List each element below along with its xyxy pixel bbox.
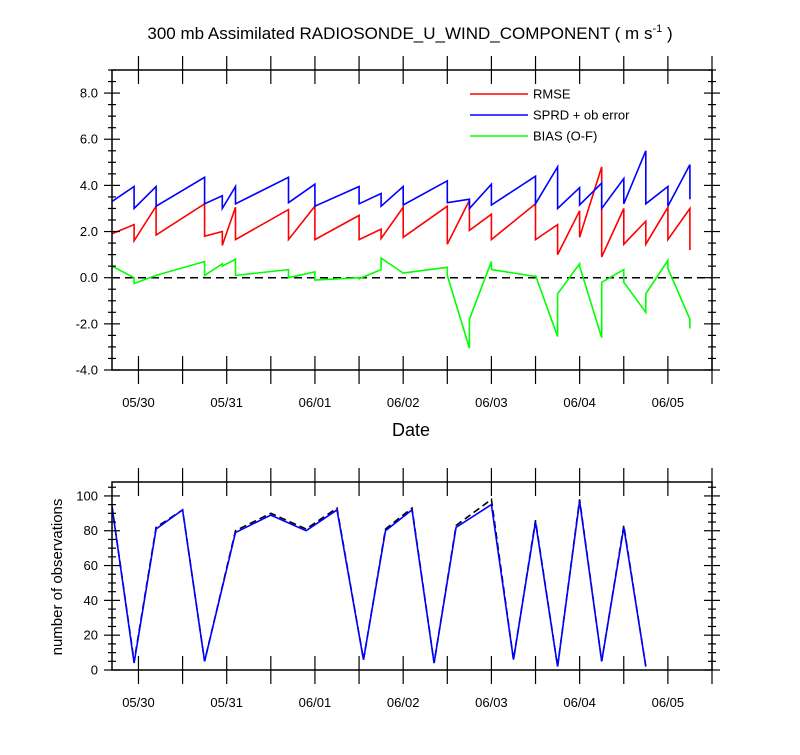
top-xtick-label: 06/03 xyxy=(475,395,508,410)
top-chart-panel: -4.0 -2.0 0.0 2.0 4.0 6.0 8.0 05/30 05/31 06/01 06… xyxy=(76,56,720,410)
top-chart-title: 300 mb Assimilated RADIOSONDE_U_WIND_COM… xyxy=(147,23,672,43)
bottom-xtick-label: 05/31 xyxy=(210,695,243,710)
bottom-ytick-label: 60 xyxy=(84,558,98,573)
top-ytick-label: 2.0 xyxy=(80,224,98,239)
bottom-ytick-label: 80 xyxy=(84,523,98,538)
bottom-plot-frame xyxy=(111,481,713,671)
bottom-ytick-label: 20 xyxy=(84,628,98,643)
top-ytick-label: 8.0 xyxy=(80,86,98,101)
bottom-xtick-label: 05/30 xyxy=(122,695,155,710)
legend-label-0: RMSE xyxy=(533,87,571,102)
top-ytick-label: -4.0 xyxy=(76,363,98,378)
bottom-xtick-label: 06/05 xyxy=(652,695,685,710)
top-ytick-label: -2.0 xyxy=(76,316,98,331)
bottom-xtick-label: 06/02 xyxy=(387,695,420,710)
bottom-ytick-label: 40 xyxy=(84,593,98,608)
top-series-line-bias-o-f xyxy=(112,256,691,349)
bottom-ytick-label: 0 xyxy=(91,663,98,678)
top-xtick-label: 05/30 xyxy=(122,395,155,410)
top-xtick-label: 06/02 xyxy=(387,395,420,410)
bottom-xtick-label: 06/03 xyxy=(475,695,508,710)
top-series-line-sprd-ob-error xyxy=(112,150,691,212)
top-xtick-label: 06/01 xyxy=(299,395,332,410)
legend-label-1: SPRD + ob error xyxy=(533,108,630,123)
bottom-series-line-possible-observations xyxy=(112,497,647,667)
bottom-ytick-label: 100 xyxy=(76,488,98,503)
top-xtick-label: 05/31 xyxy=(210,395,243,410)
top-chart-xlabel: Date xyxy=(392,420,430,440)
bottom-chart-panel: 0 20 40 60 80 100 05/30 05/31 06/01 06/02 06/03 06/… xyxy=(76,468,720,710)
legend-label-2: BIAS (O-F) xyxy=(533,129,597,144)
bottom-series-line-assimilated-observations xyxy=(112,500,647,667)
top-ytick-label: 6.0 xyxy=(80,132,98,147)
top-ytick-label: 0.0 xyxy=(80,270,98,285)
bottom-chart-ylabel: number of observations xyxy=(49,499,66,656)
top-xtick-label: 06/05 xyxy=(652,395,685,410)
bottom-xtick-label: 06/04 xyxy=(563,695,596,710)
bottom-xtick-label: 06/01 xyxy=(299,695,332,710)
top-ytick-label: 4.0 xyxy=(80,178,98,193)
top-xtick-label: 06/04 xyxy=(563,395,596,410)
top-series-line-rmse xyxy=(112,166,691,258)
